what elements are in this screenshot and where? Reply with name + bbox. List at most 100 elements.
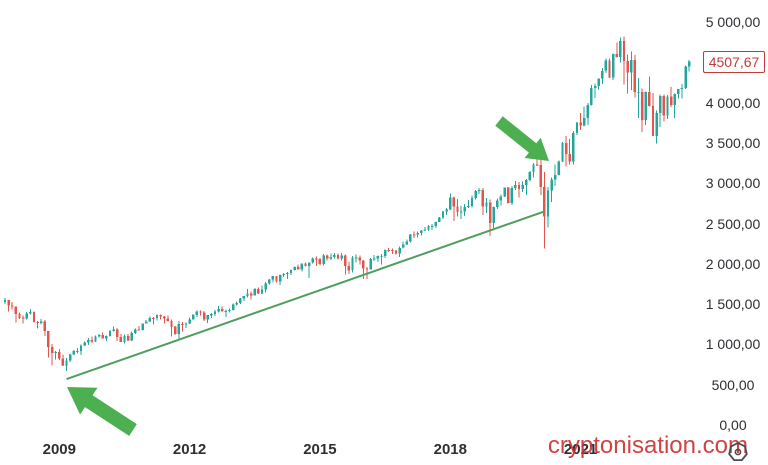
- candle: [177, 324, 180, 334]
- candle: [354, 257, 358, 259]
- candle: [557, 161, 561, 176]
- candle: [604, 60, 608, 71]
- candle: [79, 345, 83, 351]
- candle: [148, 318, 151, 322]
- candle: [25, 313, 28, 319]
- candle: [507, 187, 510, 204]
- candle: [561, 142, 564, 162]
- candle: [590, 88, 593, 105]
- candle: [336, 255, 340, 259]
- candle: [347, 266, 351, 271]
- candle: [481, 190, 484, 207]
- candle: [217, 308, 220, 312]
- candle: [673, 93, 676, 105]
- candle: [431, 225, 434, 227]
- candle: [322, 255, 325, 265]
- candle: [344, 255, 347, 266]
- candle: [586, 104, 589, 118]
- candle: [134, 329, 137, 334]
- candle: [268, 279, 271, 284]
- candle: [293, 267, 296, 270]
- candle: [300, 263, 303, 270]
- candle: [630, 59, 633, 73]
- candle: [376, 256, 380, 259]
- candle: [181, 324, 184, 325]
- candle: [644, 92, 647, 120]
- candle: [648, 92, 651, 107]
- candle: [383, 249, 387, 256]
- candle: [329, 256, 332, 259]
- candle: [669, 96, 673, 105]
- price-tick-label: 1 000,00: [705, 336, 761, 353]
- candle: [90, 339, 94, 342]
- candle: [608, 60, 611, 78]
- candle: [188, 319, 191, 324]
- candle: [365, 268, 369, 270]
- candle: [304, 263, 307, 267]
- candle: [83, 342, 86, 346]
- candle: [503, 187, 506, 197]
- candle: [108, 330, 112, 336]
- candle: [170, 320, 173, 327]
- gear-icon[interactable]: [726, 440, 750, 464]
- candle: [449, 197, 452, 210]
- year-tick-label: 2018: [433, 441, 467, 458]
- candle: [221, 308, 224, 312]
- candle: [213, 311, 217, 314]
- time-axis[interactable]: 2009 2012 2015 2018 2021: [0, 441, 768, 461]
- candle: [18, 313, 21, 318]
- candle: [488, 202, 492, 223]
- candle: [199, 311, 202, 313]
- candle: [235, 302, 238, 305]
- candle: [7, 300, 10, 306]
- candle: [61, 358, 65, 366]
- trendline[interactable]: [66, 210, 545, 381]
- price-axis[interactable]: 5 000,00 4 000,00 3 500,00 3 000,00 2 500,00…: [700, 0, 768, 465]
- candle: [398, 247, 401, 254]
- candle: [358, 257, 361, 261]
- candle: [76, 350, 79, 352]
- candle: [546, 190, 550, 217]
- candle: [445, 209, 448, 212]
- candle: [231, 304, 235, 311]
- last-price-label: 4507,67: [703, 51, 765, 73]
- candle: [195, 311, 199, 315]
- candle: [535, 164, 539, 166]
- candle: [402, 244, 405, 248]
- candle: [137, 329, 141, 331]
- candle: [333, 255, 336, 257]
- candle: [202, 312, 206, 320]
- candle: [155, 315, 159, 319]
- candle: [184, 323, 188, 325]
- candle: [173, 326, 177, 334]
- candle: [655, 112, 658, 136]
- candle: [597, 78, 600, 87]
- candle: [459, 211, 463, 213]
- candle: [680, 88, 684, 90]
- candle: [463, 207, 466, 212]
- candle: [583, 117, 586, 126]
- candle: [441, 211, 445, 218]
- candle: [622, 40, 626, 62]
- arrow-2020-top: [495, 116, 549, 161]
- candle: [659, 96, 662, 113]
- candle: [318, 259, 322, 265]
- candle: [260, 289, 264, 294]
- candle: [105, 336, 108, 339]
- candle: [412, 234, 416, 236]
- candle: [152, 318, 155, 319]
- candle: [29, 312, 32, 314]
- candle: [651, 106, 655, 136]
- candle: [539, 165, 542, 187]
- candle: [253, 289, 256, 296]
- candle: [101, 335, 104, 339]
- candle: [286, 273, 289, 275]
- candle: [21, 317, 25, 319]
- price-tick-label: 500,00: [711, 376, 755, 393]
- candle: [264, 283, 267, 290]
- price-tick-label: 2 000,00: [705, 255, 761, 272]
- candle: [351, 257, 354, 271]
- candle: [550, 179, 553, 191]
- candle: [40, 321, 43, 323]
